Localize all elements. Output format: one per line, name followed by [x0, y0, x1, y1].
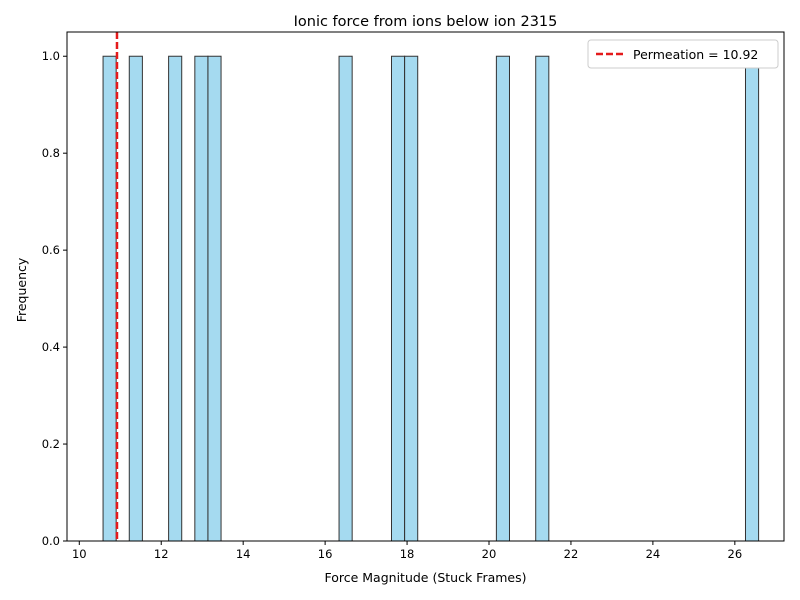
- x-tick-label: 26: [728, 547, 743, 561]
- x-tick-label: 10: [72, 547, 87, 561]
- x-tick-label: 22: [564, 547, 579, 561]
- y-tick-label: 0.0: [42, 534, 60, 548]
- x-tick-label: 12: [154, 547, 169, 561]
- histogram-bar-4: [207, 55, 222, 542]
- legend: Permeation = 10.92: [587, 39, 779, 69]
- x-tick-label: 18: [400, 547, 415, 561]
- y-tick-label: 0.6: [42, 243, 60, 257]
- x-tick-label: 20: [482, 547, 497, 561]
- histogram-bar-10: [744, 55, 760, 542]
- histogram-bar-6: [390, 55, 406, 542]
- y-tick-label: 0.8: [42, 146, 60, 160]
- histogram-bar-8: [495, 55, 510, 542]
- y-axis-ticks: 0.0 0.2 0.4 0.6 0.8 1.0: [42, 49, 67, 548]
- x-tick-label: 24: [646, 547, 661, 561]
- histogram-bar-2: [168, 55, 183, 542]
- histogram-bar-3: [194, 55, 209, 542]
- histogram-bar-9: [535, 55, 550, 542]
- histogram-bar-0: [102, 55, 117, 542]
- bars-group: [102, 55, 760, 542]
- histogram-bar-1: [128, 55, 143, 542]
- legend-label: Permeation = 10.92: [633, 47, 758, 62]
- x-axis-label: Force Magnitude (Stuck Frames): [324, 570, 526, 585]
- histogram-bar-7: [404, 55, 419, 542]
- legend-box: [587, 39, 779, 69]
- chart-title: Ionic force from ions below ion 2315: [294, 14, 558, 30]
- y-tick-label: 0.4: [42, 340, 60, 354]
- y-axis-label: Frequency: [14, 257, 29, 322]
- plot-area-frame: [66, 31, 785, 542]
- histogram-bar-5: [338, 55, 353, 542]
- y-tick-label: 0.2: [42, 437, 60, 451]
- x-tick-label: 14: [236, 547, 251, 561]
- y-tick-label: 1.0: [42, 49, 60, 63]
- x-tick-label: 16: [318, 547, 333, 561]
- x-axis-ticks: 10 12 14 16 18 20 22 24 26: [72, 541, 742, 561]
